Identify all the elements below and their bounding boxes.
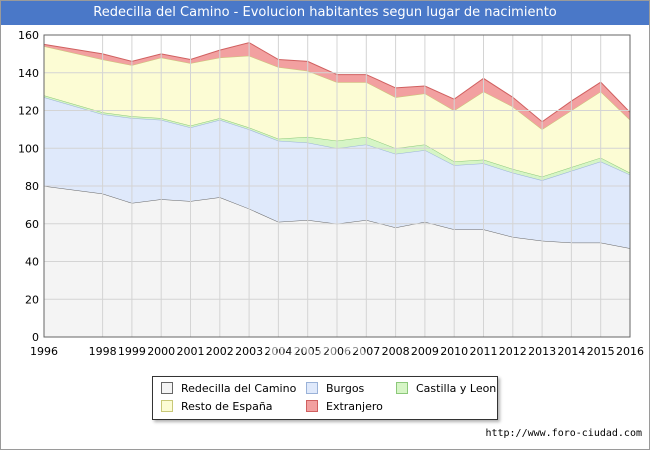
x-tick-label: 1996 [30, 345, 58, 358]
x-tick-label: 2011 [470, 345, 498, 358]
source-url: http://www.foro-ciudad.com [485, 428, 642, 439]
legend-item-extranjero: Extranjero [306, 400, 383, 414]
x-tick-label: 2010 [440, 345, 468, 358]
y-tick-label: 40 [25, 256, 39, 269]
legend-item-resto-de-espana: Resto de España [161, 400, 273, 414]
x-tick-label: 2008 [382, 345, 410, 358]
x-tick-label: 2009 [411, 345, 439, 358]
x-tick-label: 2013 [528, 345, 556, 358]
y-tick-label: 20 [25, 293, 39, 306]
x-tick-label: 2005 [294, 345, 322, 358]
plot-border [43, 34, 631, 338]
x-tick-label: 2003 [235, 345, 263, 358]
y-tick-label: 120 [18, 105, 39, 118]
legend-label: Redecilla del Camino [181, 382, 297, 395]
legend-item-castilla-y-leon: Castilla y Leon [396, 382, 496, 396]
legend-label: Burgos [326, 382, 365, 395]
legend-item-burgos: Burgos [306, 382, 364, 396]
x-tick-label: 2006 [323, 345, 351, 358]
x-tick-label: 1998 [89, 345, 117, 358]
legend-swatch [396, 382, 408, 394]
legend-swatch [306, 382, 318, 394]
x-tick-label: 2007 [352, 345, 380, 358]
x-tick-label: 2015 [587, 345, 615, 358]
y-tick-label: 60 [25, 218, 39, 231]
series-line-4 [43, 42, 631, 123]
x-tick-label: 2001 [177, 345, 205, 358]
legend-label: Resto de España [181, 400, 273, 413]
legend-label: Extranjero [326, 400, 383, 413]
x-tick-label: 1999 [118, 345, 146, 358]
legend-label: Castilla y Leon [416, 382, 497, 395]
y-tick-label: 80 [25, 180, 39, 193]
y-tick-label: 160 [18, 29, 39, 42]
chart-title: Redecilla del Camino - Evolucion habitan… [1, 1, 649, 25]
x-tick-label: 2004 [264, 345, 292, 358]
x-tick-label: 2000 [147, 345, 175, 358]
y-tick-label: 140 [18, 67, 39, 80]
legend-swatch [306, 400, 318, 412]
y-tick-label: 0 [32, 331, 39, 344]
legend-item-redecilla: Redecilla del Camino [161, 382, 296, 396]
legend-swatch [161, 400, 173, 412]
y-tick-label: 100 [18, 142, 39, 155]
x-tick-label: 2002 [206, 345, 234, 358]
chart-legend: Redecilla del Camino Burgos Castilla y L… [152, 376, 498, 420]
legend-swatch [161, 382, 173, 394]
x-tick-label: 2016 [616, 345, 644, 358]
x-tick-label: 2012 [499, 345, 527, 358]
x-tick-label: 2014 [557, 345, 585, 358]
